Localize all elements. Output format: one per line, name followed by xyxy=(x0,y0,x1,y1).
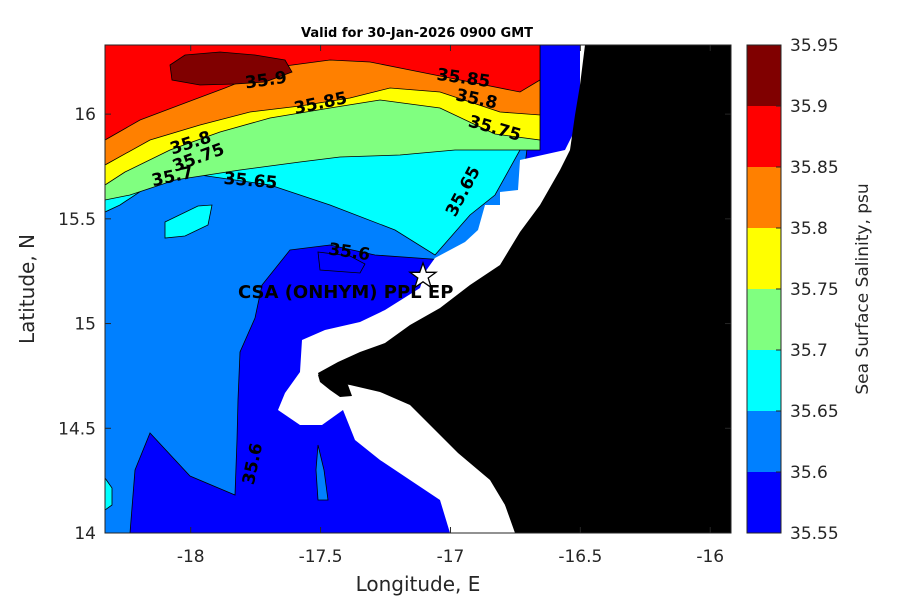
colorbar-tick-label: 35.55 xyxy=(790,524,839,544)
colorbar: 35.55 35.6 35.65 35.7 35.75 35.8 35.85 35.9 35.9… xyxy=(746,36,839,544)
land-corner xyxy=(505,505,731,533)
colorbar-tick-label: 35.6 xyxy=(790,463,828,483)
colorbar-segment xyxy=(747,45,781,106)
x-tick-label: -17.5 xyxy=(299,547,343,567)
x-axis: -18 -17.5 -17 -16.5 -16 xyxy=(177,45,724,567)
site-marker: CSA (ONHYM) PPL EP xyxy=(238,261,453,303)
y-tick-label: 14.5 xyxy=(58,419,96,439)
colorbar-tick-label: 35.75 xyxy=(790,280,839,300)
x-tick-label: -16 xyxy=(696,547,724,567)
contour-label: 35.65 xyxy=(223,169,278,194)
colorbar-tick-label: 35.65 xyxy=(790,402,839,422)
star-icon xyxy=(408,261,438,290)
y-axis: 14 14.5 15 15.5 16 xyxy=(58,105,731,544)
colorbar-tick-label: 35.7 xyxy=(790,341,828,361)
salinity-map xyxy=(105,45,731,533)
colorbar-tick-label: 35.8 xyxy=(790,219,828,239)
colorbar-segment xyxy=(747,167,781,228)
y-tick-label: 15.5 xyxy=(58,210,96,230)
inner-35-55-sliver xyxy=(315,444,329,501)
land xyxy=(318,45,731,533)
plot-frame xyxy=(104,44,732,534)
cap-vert-tip xyxy=(318,372,352,397)
x-tick-label: -16.5 xyxy=(558,547,602,567)
y-axis-label: Latitude, N xyxy=(15,234,39,344)
chart-title: Valid for 30-Jan-2026 0900 GMT xyxy=(301,26,533,41)
colorbar-segment xyxy=(747,411,781,472)
colorbar-segment xyxy=(747,472,781,533)
x-axis-label: Longitude, E xyxy=(356,572,481,596)
colorbar-label: Sea Surface Salinity, psu xyxy=(853,183,873,394)
y-tick-label: 16 xyxy=(74,105,96,125)
colorbar-segment xyxy=(747,289,781,350)
colorbar-tick-label: 35.95 xyxy=(790,36,839,56)
site-label: CSA (ONHYM) PPL EP xyxy=(238,282,453,303)
band-35-9 xyxy=(169,51,293,86)
colorbar-segment xyxy=(747,228,781,289)
y-tick-label: 14 xyxy=(74,524,96,544)
x-tick-label: -18 xyxy=(177,547,205,567)
colorbar-segment xyxy=(747,350,781,411)
left-cyan-sliver xyxy=(105,477,113,511)
y-tick-label: 15 xyxy=(74,315,96,335)
inner-35-6-loop xyxy=(317,251,366,274)
cyan-patch xyxy=(164,204,213,239)
x-tick-label: -17 xyxy=(437,547,465,567)
colorbar-tick-label: 35.85 xyxy=(790,158,839,178)
colorbar-segment xyxy=(747,106,781,167)
colorbar-tick-label: 35.9 xyxy=(790,97,828,117)
